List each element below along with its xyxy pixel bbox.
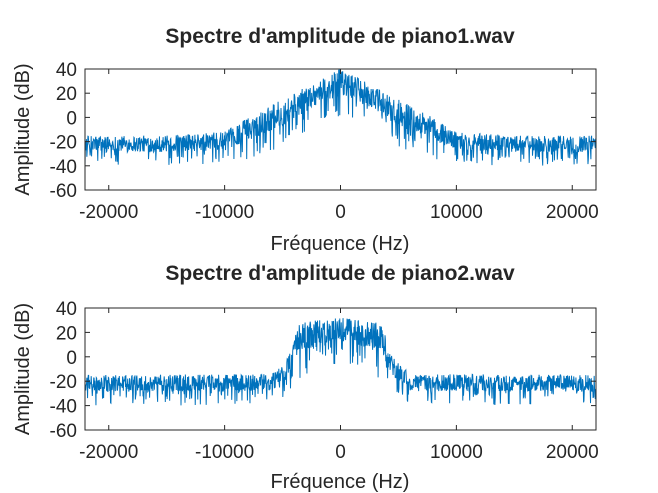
y-tick-label: 20 (56, 84, 77, 105)
subplot-piano2: Spectre d'amplitude de piano2.wav -20000… (12, 262, 599, 493)
x-tick-label: -10000 (195, 202, 254, 223)
y-axis-label: Amplitude (dB) (12, 63, 34, 195)
tick-layer: -20000 -10000 0 10000 20000 40 20 0 -20 -40 -60 (50, 60, 599, 223)
chart-title: Spectre d'amplitude de piano1.wav (165, 25, 515, 48)
x-tick-label: 10000 (430, 442, 483, 463)
series-line (84, 69, 597, 166)
y-tick-label: -20 (50, 133, 77, 154)
x-tick-label: 0 (335, 202, 346, 223)
y-tick-label: -40 (50, 157, 77, 178)
y-tick-label: -60 (50, 181, 77, 202)
x-tick-label: 10000 (430, 202, 483, 223)
series-line (84, 318, 597, 406)
y-tick-label: -40 (50, 397, 77, 418)
y-tick-label: -20 (50, 372, 77, 393)
spectrum-series (84, 318, 597, 406)
x-tick-label: -20000 (79, 442, 138, 463)
x-tick-label: -20000 (79, 202, 138, 223)
tick-layer: -20000 -10000 0 10000 20000 40 20 0 -20 -40 -60 (50, 299, 599, 463)
y-tick-label: 20 (56, 323, 77, 344)
y-tick-label: 40 (56, 299, 77, 320)
y-tick-label: 40 (56, 60, 77, 81)
y-tick-label: -60 (50, 421, 77, 442)
x-tick-label: 20000 (546, 442, 599, 463)
chart-title: Spectre d'amplitude de piano2.wav (165, 262, 515, 285)
x-axis-label: Fréquence (Hz) (271, 471, 410, 493)
x-tick-label: -10000 (195, 442, 254, 463)
y-axis-label: Amplitude (dB) (12, 303, 34, 435)
x-axis-label: Fréquence (Hz) (271, 233, 410, 255)
y-tick-label: 0 (66, 108, 77, 129)
spectrum-series (84, 69, 597, 166)
x-tick-label: 20000 (546, 202, 599, 223)
y-tick-label: 0 (66, 348, 77, 369)
subplot-piano1: Spectre d'amplitude de piano1.wav -20000… (12, 25, 599, 255)
x-tick-label: 0 (335, 442, 346, 463)
